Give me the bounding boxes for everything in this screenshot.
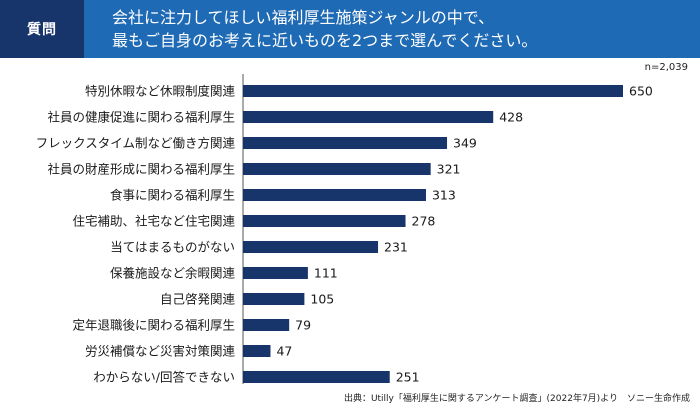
bar [243, 163, 431, 175]
bar [243, 241, 379, 253]
category-label: 労災補償など災害対策関連 [85, 344, 236, 359]
category-label: 住宅補助、社宅など住宅関連 [72, 214, 235, 229]
category-label: 当てはまるものがない [110, 240, 235, 255]
value-label: 105 [310, 292, 334, 307]
category-label: 食事に関わる福利厚生 [110, 188, 235, 203]
value-label: 278 [412, 214, 436, 229]
category-label: フレックスタイム制など働き方関連 [36, 136, 236, 151]
question-tag: 質問 [0, 0, 84, 58]
value-label: 428 [499, 110, 523, 125]
bar [243, 267, 308, 279]
value-label: 79 [295, 318, 311, 333]
bar [243, 293, 305, 305]
value-label: 111 [314, 266, 338, 281]
bar [243, 111, 494, 123]
value-label: 313 [432, 188, 456, 203]
question-header: 質問 会社に注力してほしい福利厚生施策ジャンルの中で、 最もご自身のお考えに近い… [0, 0, 700, 58]
category-label: 定年退職後に関わる福利厚生 [72, 318, 235, 333]
bar [243, 189, 426, 201]
category-label: 社員の健康促進に関わる福利厚生 [47, 110, 235, 125]
bar [243, 85, 623, 97]
bar [243, 371, 390, 383]
bar [243, 137, 448, 149]
category-label: 保養施設など余暇関連 [110, 266, 236, 281]
bar [243, 345, 271, 357]
category-label: 特別休暇など休暇制度関連 [85, 84, 236, 99]
sample-size: n=2,039 [644, 62, 688, 73]
question-line-1: 会社に注力してほしい福利厚生施策ジャンルの中で、 [112, 8, 495, 27]
bar [243, 215, 406, 227]
category-label: 社員の財産形成に関わる福利厚生 [47, 162, 235, 177]
value-label: 231 [384, 240, 408, 255]
bar [243, 319, 290, 331]
value-label: 47 [276, 344, 292, 359]
bar-chart: 特別休暇など休暇制度関連 650 社員の健康促進に関わる福利厚生 428 フレックスタイ… [36, 74, 653, 385]
value-label: 650 [629, 84, 653, 99]
source-note: 出典：Utilly「福利厚生に関するアンケート調査」(2022年7月)より ソニ… [343, 394, 690, 404]
value-label: 251 [396, 370, 420, 385]
value-label: 321 [437, 162, 461, 177]
question-line-2: 最もご自身のお考えに近いものを2つまで選んでください。 [112, 31, 538, 50]
category-label: わからない/回答できない [93, 370, 235, 385]
category-label: 自己啓発関連 [160, 292, 236, 307]
question-text: 会社に注力してほしい福利厚生施策ジャンルの中で、 最もご自身のお考えに近いものを… [112, 6, 692, 52]
value-label: 349 [453, 136, 477, 151]
